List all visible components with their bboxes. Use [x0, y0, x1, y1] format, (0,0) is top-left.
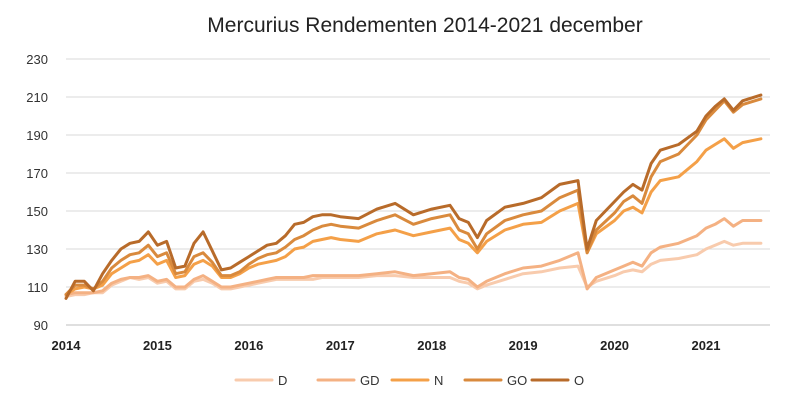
series-line-go	[64, 97, 763, 297]
y-tick-label: 130	[26, 242, 48, 257]
y-tick-label: 170	[26, 166, 48, 181]
legend-label: GO	[507, 373, 527, 388]
series-layer	[64, 93, 763, 300]
x-tick-label: 2019	[509, 338, 538, 353]
y-tick-label: 230	[26, 52, 48, 67]
axis-layer: 90 110 130 150 170 190 210 230 2014 2015 2016 2017 2…	[26, 52, 770, 353]
legend-item-gd: GD	[316, 373, 380, 388]
y-tick-label: 150	[26, 204, 48, 219]
y-tick-label: 190	[26, 128, 48, 143]
x-tick-label: 2016	[234, 338, 263, 353]
y-tick-label: 210	[26, 90, 48, 105]
x-tick-label: 2020	[600, 338, 629, 353]
series-line-n	[64, 137, 763, 297]
legend-label: N	[434, 373, 443, 388]
series-line-gd	[64, 217, 763, 297]
y-tick-label: 110	[27, 280, 48, 295]
grid-layer	[66, 58, 770, 288]
x-tick-label: 2015	[143, 338, 172, 353]
legend-item-d: D	[234, 373, 287, 388]
legend-label: GD	[360, 373, 380, 388]
legend-label: D	[278, 373, 287, 388]
chart-title: Mercurius Rendementen 2014-2021 december	[207, 14, 642, 37]
series-line-d	[64, 239, 763, 298]
legend: D GD N GO O	[234, 373, 584, 388]
x-tick-label: 2021	[692, 338, 721, 353]
legend-item-go: GO	[463, 373, 527, 388]
x-tick-label: 2018	[417, 338, 446, 353]
legend-label: O	[574, 373, 584, 388]
x-tick-label: 2017	[326, 338, 355, 353]
series-line-o	[64, 93, 763, 300]
legend-item-n: N	[390, 373, 443, 388]
y-tick-label: 90	[34, 318, 48, 333]
x-tick-label: 2014	[52, 338, 82, 353]
legend-item-o: O	[530, 373, 584, 388]
